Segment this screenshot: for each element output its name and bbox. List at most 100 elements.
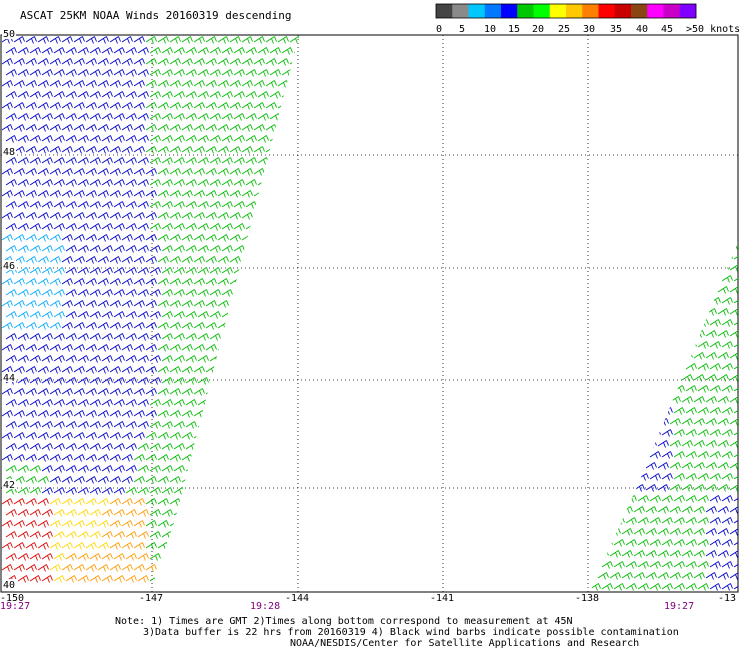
wind-barb [133, 234, 145, 242]
wind-barb [25, 168, 37, 176]
wind-barb [181, 58, 193, 66]
wind-barb [157, 564, 169, 572]
wind-barb [61, 432, 73, 440]
wind-barb [289, 322, 300, 330]
wind-barb [113, 157, 125, 165]
wind-barb [281, 377, 293, 385]
wind-barb [681, 418, 693, 426]
wind-barb [89, 113, 101, 121]
wind-barb [729, 396, 738, 404]
wind-barb [229, 476, 241, 484]
wind-barb [53, 69, 65, 77]
wind-barb [590, 319, 601, 327]
wind-barb [1, 102, 13, 110]
wind-barb [181, 212, 193, 220]
wind-barb [97, 300, 109, 308]
wind-barb [277, 366, 289, 374]
wind-barb [101, 113, 113, 121]
wind-barb [169, 80, 181, 88]
wind-barb [169, 36, 181, 44]
wind-barb [161, 47, 173, 55]
wind-barb [173, 509, 185, 517]
wind-barb [209, 135, 221, 143]
wind-barb [645, 572, 657, 580]
wind-barb [73, 520, 85, 528]
wind-barb [705, 550, 717, 558]
wind-barb [217, 124, 229, 132]
wind-barb [37, 58, 49, 66]
wind-barb [721, 583, 733, 591]
wind-barb [101, 443, 113, 451]
wind-barb [717, 308, 729, 316]
wind-barb [681, 528, 693, 536]
wind-barb [649, 407, 661, 415]
wind-barb [633, 286, 645, 294]
wind-barb [717, 506, 729, 514]
wind-barb [697, 275, 709, 283]
wind-barb [253, 212, 265, 220]
wind-barb [101, 355, 113, 363]
wind-barb [601, 385, 613, 393]
wind-barb [657, 506, 669, 514]
wind-barb [65, 333, 77, 341]
wind-barb [1, 168, 13, 176]
wind-barb [709, 583, 721, 591]
wind-barb [253, 542, 265, 550]
wind-barb [265, 564, 277, 572]
wind-barb [65, 377, 77, 385]
wind-barb [77, 135, 89, 143]
wind-barb [145, 388, 157, 396]
wind-barb [157, 80, 169, 88]
wind-barb [277, 212, 289, 220]
wind-barb [661, 583, 673, 591]
wind-barb [217, 410, 229, 418]
wind-barb [97, 36, 109, 44]
wind-barb [49, 344, 61, 352]
wind-barb [277, 234, 289, 242]
wind-barb [661, 275, 673, 283]
wind-barb [161, 113, 173, 121]
wind-barb [277, 278, 289, 286]
wind-barb [197, 201, 209, 209]
wind-barb [97, 58, 109, 66]
wind-barb [625, 473, 637, 481]
wind-barb [145, 410, 157, 418]
wind-barb [277, 322, 289, 330]
wind-barb [65, 443, 77, 451]
wind-barb [173, 553, 185, 561]
wind-barb [277, 476, 289, 484]
wind-barb [17, 465, 29, 473]
wind-barb [5, 91, 17, 99]
wind-barb [65, 223, 77, 231]
wind-barb [669, 396, 681, 404]
wind-barb [669, 572, 681, 580]
wind-barb [721, 429, 733, 437]
legend-label-15: 15 [508, 24, 520, 35]
legend-color-box [663, 4, 681, 18]
wind-barb [65, 157, 77, 165]
wind-barb [53, 135, 65, 143]
wind-barb [17, 443, 29, 451]
wind-barb [101, 179, 113, 187]
wind-barb [109, 256, 121, 264]
wind-barb [85, 102, 97, 110]
wind-barb [229, 432, 241, 440]
wind-barb [173, 465, 185, 473]
wind-barb [1, 190, 13, 198]
wind-barb [113, 91, 125, 99]
wind-barb [193, 410, 205, 418]
wind-barb [625, 385, 637, 393]
note-line-3: NOAA/NESDIS/Center for Satellite Applica… [290, 638, 640, 649]
wind-barb [101, 289, 113, 297]
wind-barb [85, 322, 97, 330]
wind-barb [17, 377, 29, 385]
wind-barb [265, 322, 277, 330]
wind-barb [697, 253, 709, 261]
wind-barb [17, 91, 29, 99]
wind-barb [193, 256, 205, 264]
wind-barb [137, 179, 149, 187]
wind-barb [229, 80, 241, 88]
wind-barb [49, 146, 61, 154]
wind-barb [717, 572, 729, 580]
wind-barb [25, 36, 37, 44]
